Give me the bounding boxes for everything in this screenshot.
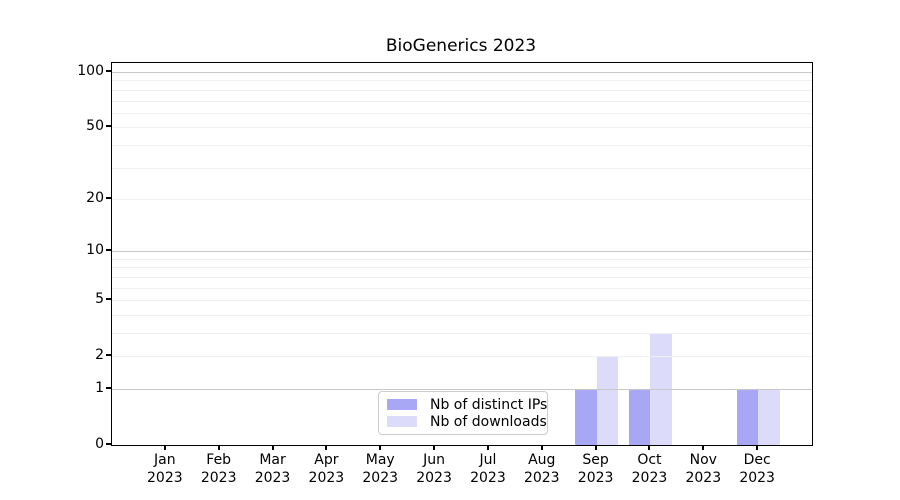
x-tick-mark bbox=[648, 445, 651, 450]
bar-downloads bbox=[650, 332, 672, 445]
x-tick-label: May 2023 bbox=[362, 452, 399, 486]
plot-area bbox=[111, 62, 813, 446]
minor-gridline bbox=[112, 314, 812, 316]
x-tick-mark bbox=[486, 445, 489, 450]
x-tick-mark bbox=[540, 445, 543, 450]
minor-gridline bbox=[112, 198, 812, 200]
x-tick-label: Jun 2023 bbox=[416, 452, 452, 486]
legend-label-downloads: Nb of downloads bbox=[430, 413, 547, 430]
minor-gridline bbox=[112, 167, 812, 169]
y-tick-mark bbox=[106, 386, 111, 389]
y-tick-label: 1 bbox=[95, 379, 104, 396]
y-tick-label: 0 bbox=[95, 436, 104, 452]
y-tick-label: 2 bbox=[95, 347, 104, 364]
legend-item-distinct-ips: Nb of distinct IPs bbox=[387, 397, 547, 413]
x-tick-label: Mar 2023 bbox=[254, 452, 291, 486]
x-tick-label: Dec 2023 bbox=[739, 452, 775, 486]
x-tick-label: Sep 2023 bbox=[577, 452, 614, 486]
y-tick-mark bbox=[106, 249, 111, 252]
y-tick-mark bbox=[106, 196, 111, 199]
minor-gridline bbox=[112, 100, 812, 102]
y-tick-mark bbox=[106, 298, 111, 301]
major-gridline bbox=[112, 388, 812, 390]
x-tick-mark bbox=[271, 445, 274, 450]
legend-swatch-distinct-ips bbox=[387, 399, 417, 410]
x-tick-mark bbox=[702, 445, 705, 450]
x-tick-label: Jan 2023 bbox=[147, 452, 183, 486]
y-tick-mark bbox=[106, 443, 111, 445]
major-gridline bbox=[112, 72, 812, 74]
x-tick-mark bbox=[756, 445, 759, 450]
bar-downloads bbox=[596, 356, 619, 445]
minor-gridline bbox=[112, 332, 812, 334]
x-tick-label: Feb 2023 bbox=[200, 452, 237, 486]
legend: Nb of distinct IPs Nb of downloads bbox=[378, 391, 548, 435]
x-tick-mark bbox=[325, 445, 328, 450]
minor-gridline bbox=[112, 89, 812, 91]
bar-distinct-ips bbox=[736, 388, 759, 445]
legend-item-downloads: Nb of downloads bbox=[387, 414, 547, 430]
x-tick-mark bbox=[433, 445, 436, 450]
minor-gridline bbox=[112, 300, 812, 302]
y-tick-label: 50 bbox=[86, 118, 104, 135]
y-tick-label: 20 bbox=[86, 189, 104, 206]
x-tick-label: Nov 2023 bbox=[685, 452, 722, 486]
x-tick-label: Oct 2023 bbox=[631, 452, 668, 486]
x-tick-label: Aug 2023 bbox=[523, 452, 560, 486]
legend-label-distinct-ips: Nb of distinct IPs bbox=[430, 396, 548, 413]
minor-gridline bbox=[112, 80, 812, 82]
minor-gridline bbox=[112, 287, 812, 289]
bar-distinct-ips bbox=[575, 388, 597, 445]
minor-gridline bbox=[112, 276, 812, 278]
minor-gridline bbox=[112, 356, 812, 358]
minor-gridline bbox=[112, 127, 812, 129]
x-tick-mark bbox=[594, 445, 597, 450]
minor-gridline bbox=[112, 258, 812, 260]
x-tick-label: Apr 2023 bbox=[308, 452, 345, 486]
legend-swatch-downloads bbox=[387, 416, 417, 427]
bar-distinct-ips bbox=[628, 388, 651, 445]
y-tick-label: 100 bbox=[77, 63, 104, 80]
y-tick-label: 5 bbox=[95, 291, 104, 308]
major-gridline bbox=[112, 251, 812, 253]
minor-gridline bbox=[112, 144, 812, 146]
chart-title: BioGenerics 2023 bbox=[385, 36, 537, 56]
x-tick-mark bbox=[379, 445, 382, 450]
x-tick-mark bbox=[163, 445, 166, 450]
minor-gridline bbox=[112, 267, 812, 269]
y-tick-mark bbox=[106, 354, 111, 357]
y-tick-label: 10 bbox=[86, 242, 104, 259]
minor-gridline bbox=[112, 112, 812, 114]
bar-downloads bbox=[758, 388, 780, 445]
x-tick-label: Jul 2023 bbox=[470, 452, 506, 486]
y-tick-mark bbox=[106, 70, 111, 73]
x-tick-mark bbox=[217, 445, 220, 450]
y-tick-mark bbox=[106, 125, 111, 128]
